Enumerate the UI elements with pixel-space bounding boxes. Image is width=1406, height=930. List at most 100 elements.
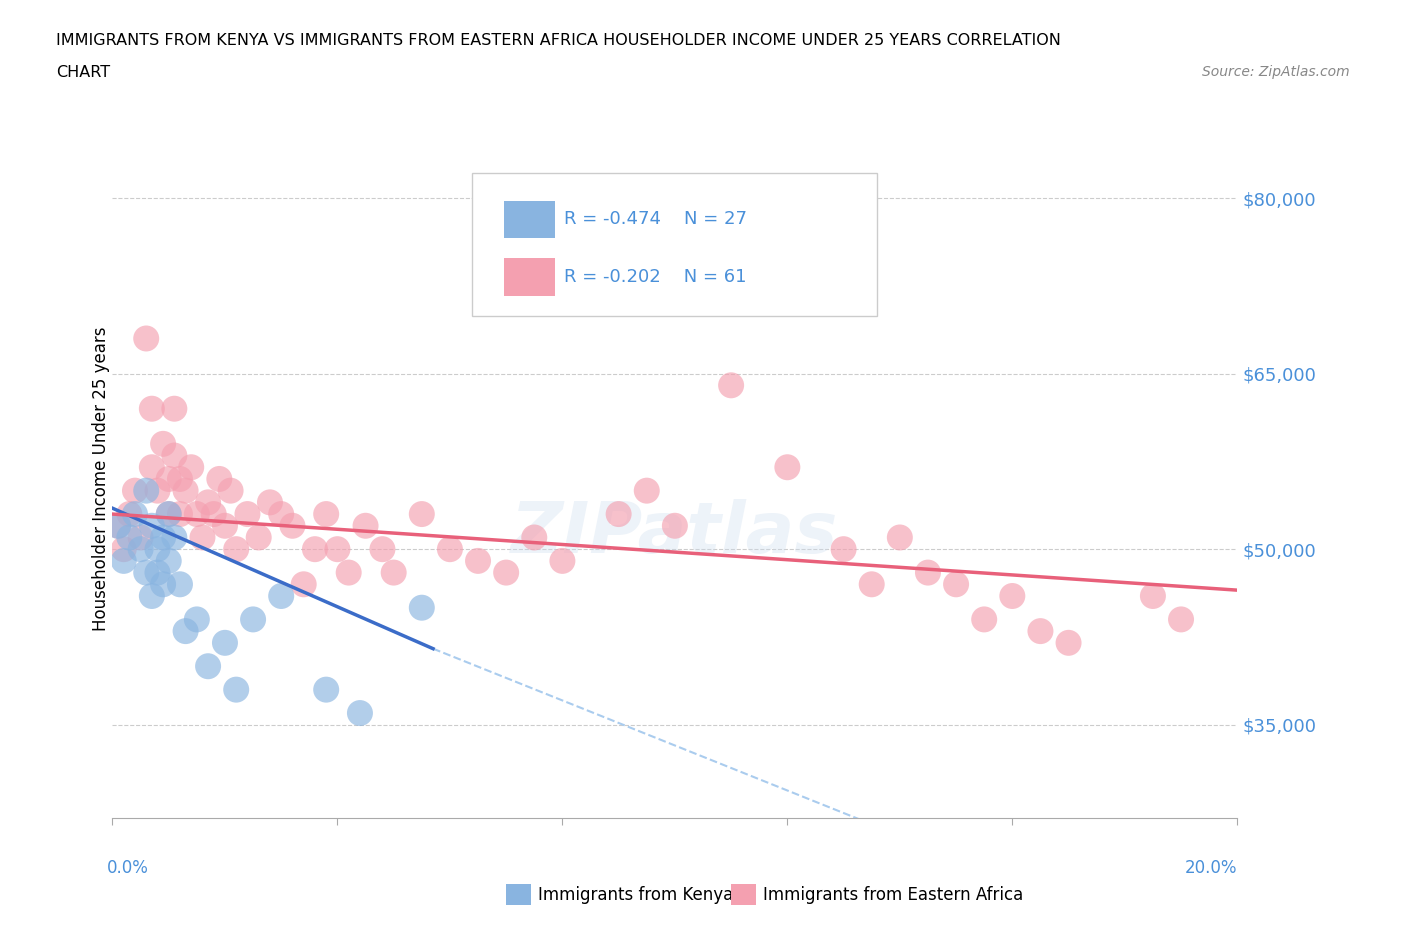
Point <box>304 542 326 557</box>
Point <box>146 565 169 580</box>
Point <box>315 683 337 698</box>
Point <box>157 553 180 568</box>
Text: Immigrants from Eastern Africa: Immigrants from Eastern Africa <box>763 885 1024 904</box>
Point <box>186 507 208 522</box>
Point <box>112 542 135 557</box>
Point <box>664 518 686 533</box>
Text: CHART: CHART <box>56 65 110 80</box>
Point <box>281 518 304 533</box>
Point <box>174 484 197 498</box>
Point <box>1170 612 1192 627</box>
Point <box>225 683 247 698</box>
Point <box>180 459 202 474</box>
Point <box>889 530 911 545</box>
Point <box>141 518 163 533</box>
Point <box>135 484 157 498</box>
Point <box>135 565 157 580</box>
Point <box>523 530 546 545</box>
Point <box>152 530 174 545</box>
Point <box>169 577 191 591</box>
Text: Source: ZipAtlas.com: Source: ZipAtlas.com <box>1202 65 1350 79</box>
Bar <box>503 259 554 296</box>
Text: IMMIGRANTS FROM KENYA VS IMMIGRANTS FROM EASTERN AFRICA HOUSEHOLDER INCOME UNDER: IMMIGRANTS FROM KENYA VS IMMIGRANTS FROM… <box>56 33 1062 47</box>
Point <box>169 507 191 522</box>
Point <box>169 472 191 486</box>
Point <box>382 565 405 580</box>
Point <box>208 472 231 486</box>
Point <box>163 530 186 545</box>
Point <box>118 507 141 522</box>
Point <box>917 565 939 580</box>
Point <box>107 518 129 533</box>
Point <box>107 518 129 533</box>
Point <box>1029 624 1052 639</box>
Point <box>832 542 855 557</box>
Point <box>270 507 292 522</box>
Text: Immigrants from Kenya: Immigrants from Kenya <box>538 885 734 904</box>
Point <box>163 448 186 463</box>
Point <box>326 542 349 557</box>
Point <box>776 459 799 474</box>
Point <box>197 658 219 673</box>
Text: 0.0%: 0.0% <box>107 859 149 877</box>
Point <box>259 495 281 510</box>
Point <box>607 507 630 522</box>
Point <box>495 565 517 580</box>
Point <box>157 507 180 522</box>
Point <box>371 542 394 557</box>
Point <box>270 589 292 604</box>
Point <box>236 507 259 522</box>
Point <box>219 484 242 498</box>
Point <box>152 436 174 451</box>
Point <box>191 530 214 545</box>
Bar <box>503 201 554 238</box>
Point <box>157 472 180 486</box>
Point <box>174 624 197 639</box>
Point <box>129 542 152 557</box>
Text: ZIPatlas: ZIPatlas <box>512 498 838 567</box>
Point <box>349 706 371 721</box>
Text: R = -0.202    N = 61: R = -0.202 N = 61 <box>564 268 747 286</box>
Point <box>973 612 995 627</box>
Point <box>214 518 236 533</box>
Point <box>292 577 315 591</box>
Point <box>247 530 270 545</box>
Point <box>124 507 146 522</box>
Point <box>636 484 658 498</box>
Point <box>202 507 225 522</box>
FancyBboxPatch shape <box>472 174 877 316</box>
Point <box>157 507 180 522</box>
Point <box>467 553 489 568</box>
Point <box>1001 589 1024 604</box>
Point <box>411 507 433 522</box>
Point <box>551 553 574 568</box>
Point <box>197 495 219 510</box>
Point <box>152 577 174 591</box>
Point <box>112 553 135 568</box>
Point <box>141 459 163 474</box>
Text: 20.0%: 20.0% <box>1185 859 1237 877</box>
Point <box>720 378 742 392</box>
Text: R = -0.474    N = 27: R = -0.474 N = 27 <box>564 210 747 228</box>
Point <box>141 401 163 416</box>
Point <box>1057 635 1080 650</box>
Point <box>163 401 186 416</box>
Point <box>146 484 169 498</box>
Point <box>337 565 360 580</box>
Y-axis label: Householder Income Under 25 years: Householder Income Under 25 years <box>93 326 110 631</box>
Point <box>141 589 163 604</box>
Point <box>411 600 433 615</box>
Point <box>945 577 967 591</box>
Point <box>354 518 377 533</box>
Point <box>315 507 337 522</box>
Point <box>124 484 146 498</box>
Point <box>118 530 141 545</box>
Point <box>225 542 247 557</box>
Point <box>146 542 169 557</box>
Point <box>214 635 236 650</box>
Point <box>1142 589 1164 604</box>
Point <box>129 530 152 545</box>
Point <box>186 612 208 627</box>
Point <box>860 577 883 591</box>
Point <box>242 612 264 627</box>
